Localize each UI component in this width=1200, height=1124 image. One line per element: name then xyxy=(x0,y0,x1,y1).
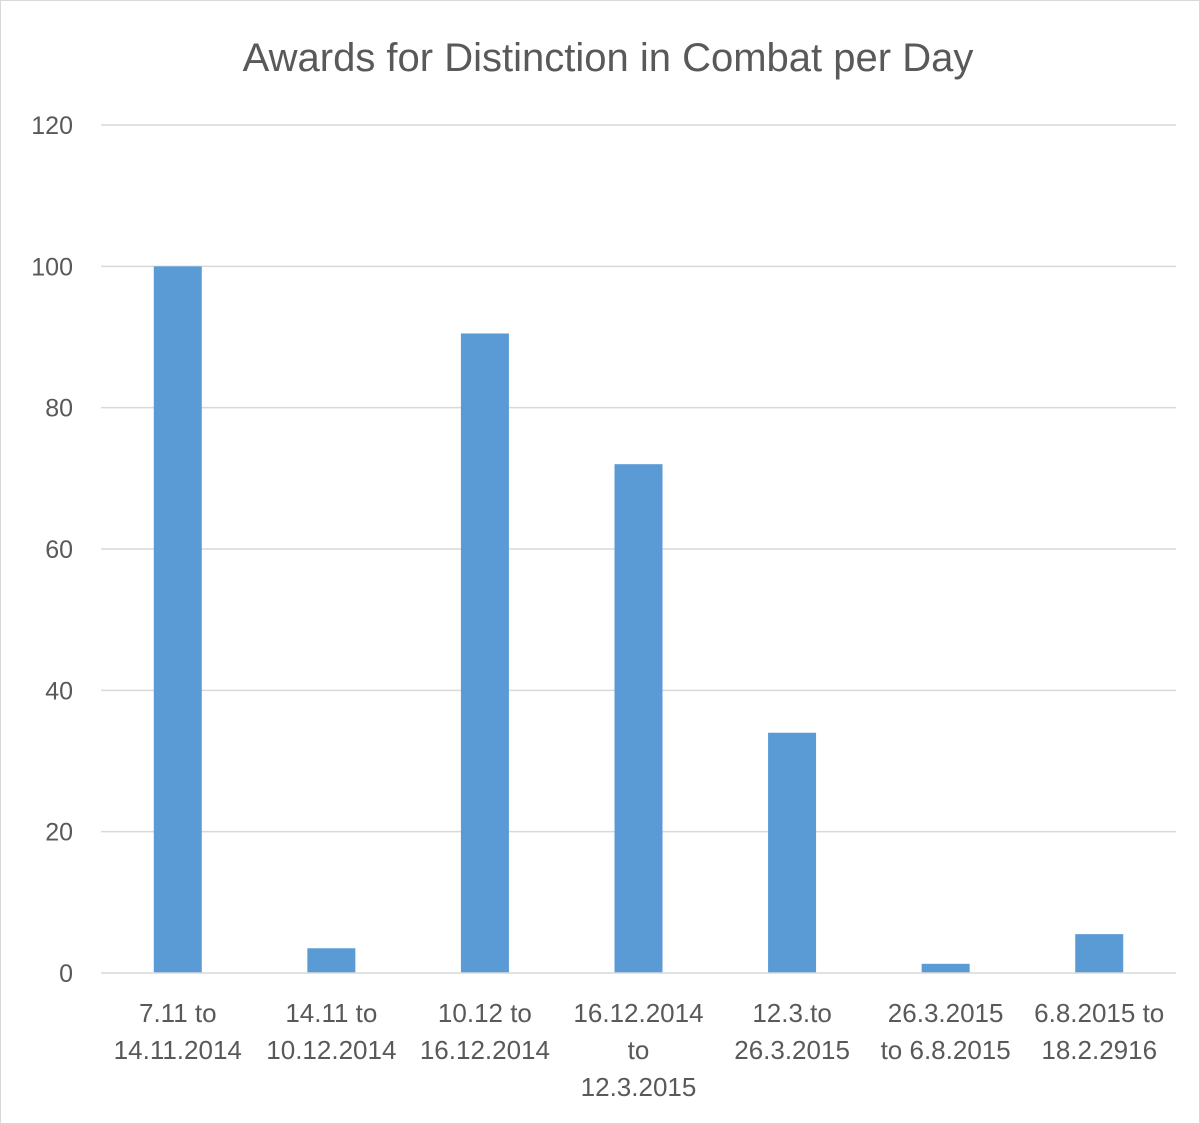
bar xyxy=(614,464,663,973)
y-axis-tick-labels: 0 20 40 60 80 100 120 xyxy=(31,112,73,988)
x-tick-label: 7.11 to 14.11.2014 xyxy=(114,998,242,1065)
bar xyxy=(153,266,202,973)
x-tick-label: 16.12.2014 to 12.3.2015 xyxy=(573,998,703,1102)
x-tick-label: 10.12 to 16.12.2014 xyxy=(420,998,550,1065)
x-tick-label: 12.3.to 26.3.2015 xyxy=(734,998,850,1065)
bar xyxy=(921,963,970,973)
bar xyxy=(460,333,509,973)
y-tick-label: 100 xyxy=(31,253,73,281)
y-tick-label: 60 xyxy=(45,536,73,564)
bar xyxy=(307,948,356,973)
x-axis-tick-labels: 7.11 to 14.11.2014 14.11 to 10.12.2014 10.12… xyxy=(114,998,1165,1102)
y-tick-label: 80 xyxy=(45,395,73,423)
y-tick-label: 120 xyxy=(31,112,73,140)
bar xyxy=(1075,934,1124,973)
chart-title: Awards for Distinction in Combat per Day xyxy=(243,36,974,80)
x-tick-label: 26.3.2015 to 6.8.2015 xyxy=(881,998,1011,1065)
bar xyxy=(768,732,817,973)
x-tick-label: 6.8.2015 to 18.2.2916 xyxy=(1034,998,1164,1065)
x-tick-label: 14.11 to 10.12.2014 xyxy=(266,998,396,1065)
bars xyxy=(153,266,1124,973)
y-tick-label: 40 xyxy=(45,677,73,705)
y-tick-label: 0 xyxy=(59,960,73,988)
y-tick-label: 20 xyxy=(45,819,73,847)
